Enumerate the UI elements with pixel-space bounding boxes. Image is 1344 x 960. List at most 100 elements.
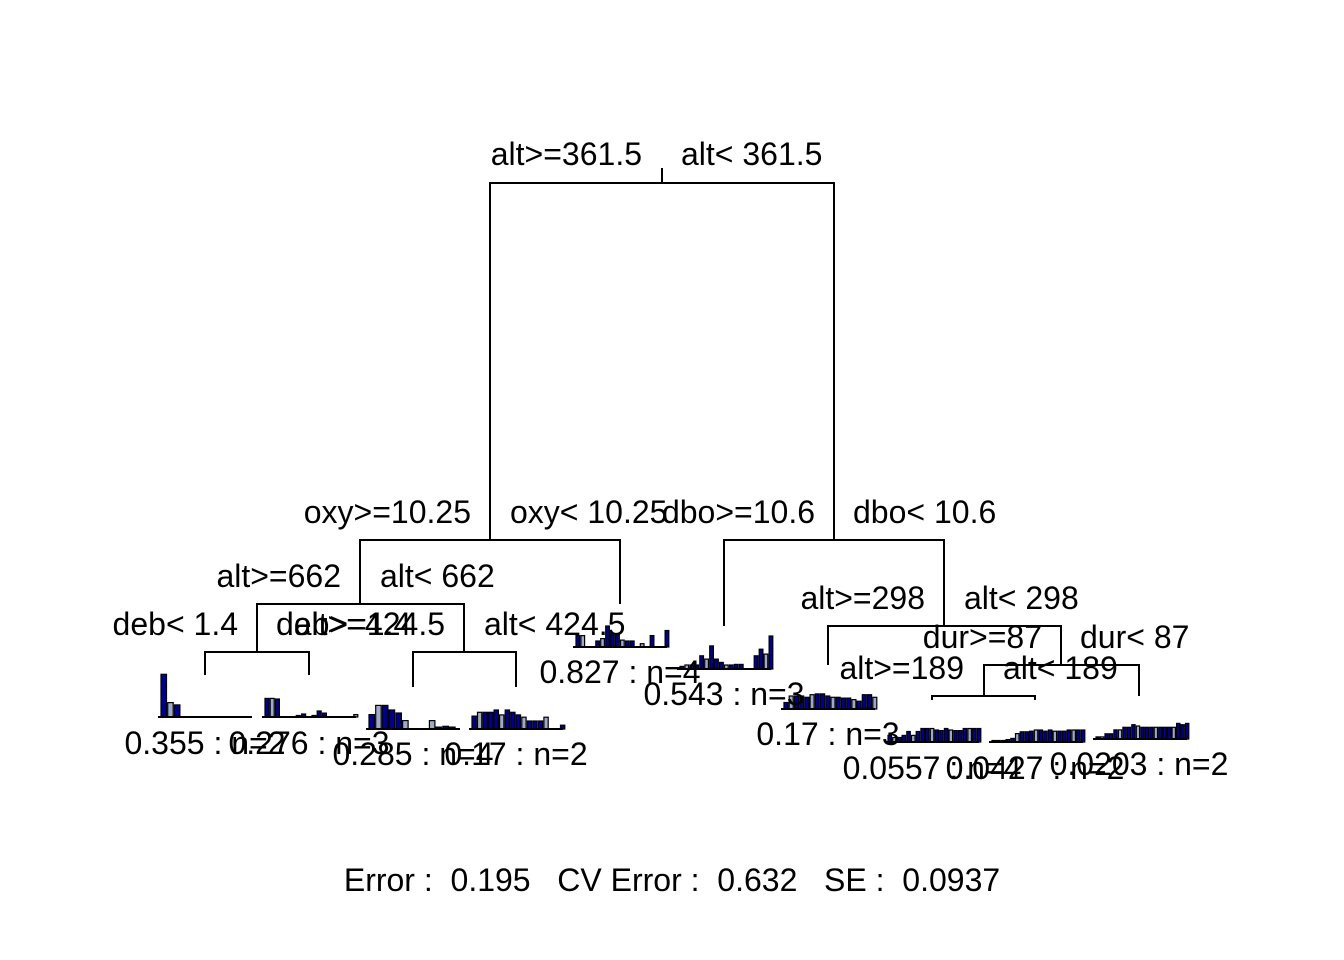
histogram-bar [1162, 726, 1167, 740]
leaf-label-9: 0.0427 : n=2 [946, 750, 1125, 786]
leaf-histogram-5 [573, 625, 670, 648]
histogram-bar [1180, 724, 1185, 740]
histogram-bar [924, 727, 930, 743]
split-n8-left: deb< 1.4 [113, 606, 238, 642]
histogram-bar [402, 719, 409, 730]
histogram-bar [600, 637, 606, 648]
leaf-label-4: 0.17 : n=2 [444, 736, 587, 772]
split-n2-right: oxy< 10.25 [510, 494, 667, 530]
histogram-bar [493, 709, 500, 730]
split-n2-left: oxy>=10.25 [304, 494, 471, 530]
split-n4-right: alt< 662 [380, 558, 495, 594]
histogram-bar [1117, 729, 1123, 740]
histogram-bar [388, 709, 396, 730]
split-n4-left: alt>=662 [216, 558, 341, 594]
histogram-bar [532, 720, 538, 730]
histogram-bar [274, 698, 280, 718]
histogram-bar [482, 711, 489, 730]
histogram-bar [846, 697, 852, 710]
split-n3-left: dbo>=10.6 [662, 494, 815, 530]
histogram-bar [1057, 730, 1062, 743]
histogram-bar [1071, 729, 1077, 743]
edge-n15-split [983, 664, 1140, 696]
histogram-bar [872, 696, 878, 710]
histogram-bar [1122, 726, 1127, 740]
histogram-bar [1166, 726, 1172, 740]
leaf-histogram-3 [366, 704, 460, 730]
histogram-bar [814, 693, 820, 710]
histogram-bar [1144, 726, 1150, 740]
split-n15-left: dur>=87 [923, 619, 1042, 655]
leaf-histogram-7 [781, 693, 878, 710]
histogram-bar [861, 694, 867, 710]
histogram-bar [1047, 729, 1053, 743]
histogram-bar [804, 696, 810, 710]
histogram-bar [543, 716, 549, 730]
edge-n7-split [827, 625, 1062, 665]
split-root-left: alt>=361.5 [491, 136, 642, 172]
histogram-bar [1175, 722, 1181, 740]
leaf-label-2: 0.276 : n=3 [228, 725, 389, 761]
leaf-histogram-1 [158, 673, 252, 718]
histogram-bar [1014, 732, 1020, 743]
leaf-label-7: 0.17 : n=3 [756, 716, 899, 752]
histogram-bar [521, 716, 527, 730]
edge-n8-split [204, 651, 310, 675]
split-n7-right: alt< 298 [964, 580, 1079, 616]
leaf-histogram-8 [885, 727, 982, 743]
histogram-bar [476, 711, 483, 730]
histogram-bar [1052, 730, 1058, 743]
histogram-bar [920, 727, 926, 743]
histogram-bar [1066, 729, 1072, 743]
histogram-bar [840, 697, 847, 710]
split-n9-right: alt< 424.5 [484, 606, 625, 642]
histogram-bar [488, 711, 494, 730]
edge-n4-split [256, 603, 465, 652]
histogram-bar [537, 720, 544, 730]
histogram-bar [768, 635, 774, 670]
histogram-bar [713, 658, 719, 670]
histogram-bar [709, 645, 715, 670]
histogram-bar [906, 730, 911, 743]
leaf-histogram-9 [989, 729, 1086, 743]
histogram-bar [1024, 731, 1030, 743]
leaf-labels: 0.355 : n=2 0.276 : n=3 0.285 : n=4 0.17… [124, 654, 1228, 786]
split-labels: alt>=361.5 alt< 361.5 oxy>=10.25 oxy< 10… [113, 136, 1190, 686]
histogram-bar [830, 696, 836, 710]
histogram-bar [580, 634, 586, 648]
split-n9-left: alt>=424.5 [294, 606, 445, 642]
leaf-histogram-4 [469, 709, 566, 730]
edge-n2-split [359, 539, 621, 604]
histogram-bar [1080, 729, 1086, 743]
histogram-bar [929, 727, 935, 743]
leaf-histograms [158, 625, 1190, 743]
histogram-bar [1019, 731, 1025, 743]
histogram-bar [1149, 726, 1154, 740]
histogram-bar [664, 629, 670, 648]
histogram-bar [943, 727, 949, 743]
histogram-bar [1158, 726, 1163, 740]
leaf-histogram-10 [1093, 722, 1190, 740]
histogram-bar [173, 704, 181, 718]
histogram-bar [976, 727, 982, 743]
histogram-bar [1153, 726, 1159, 740]
leaf-label-10: 0.0203 : n=2 [1050, 746, 1229, 782]
split-n30-left: alt>=189 [839, 650, 964, 686]
histogram-bar [264, 697, 270, 718]
histogram-bar [395, 712, 402, 730]
histogram-bar [269, 697, 275, 718]
histogram-bar [504, 709, 511, 730]
histogram-bar [866, 694, 873, 710]
leaf-label-6: 0.543 : n=3 [643, 676, 804, 712]
split-n3-right: dbo< 10.6 [853, 494, 996, 530]
split-n8-right: deb>=1.4 [276, 606, 411, 642]
histogram-bar [957, 729, 963, 743]
histogram-bar [471, 715, 477, 730]
histogram-bar [763, 653, 769, 670]
histogram-bar [856, 700, 862, 710]
histogram-bar [1038, 729, 1044, 743]
histogram-bar [609, 633, 615, 648]
tree-edges [204, 168, 1140, 700]
error-summary: Error : 0.195 CV Error : 0.632 SE : 0.09… [344, 862, 1000, 898]
